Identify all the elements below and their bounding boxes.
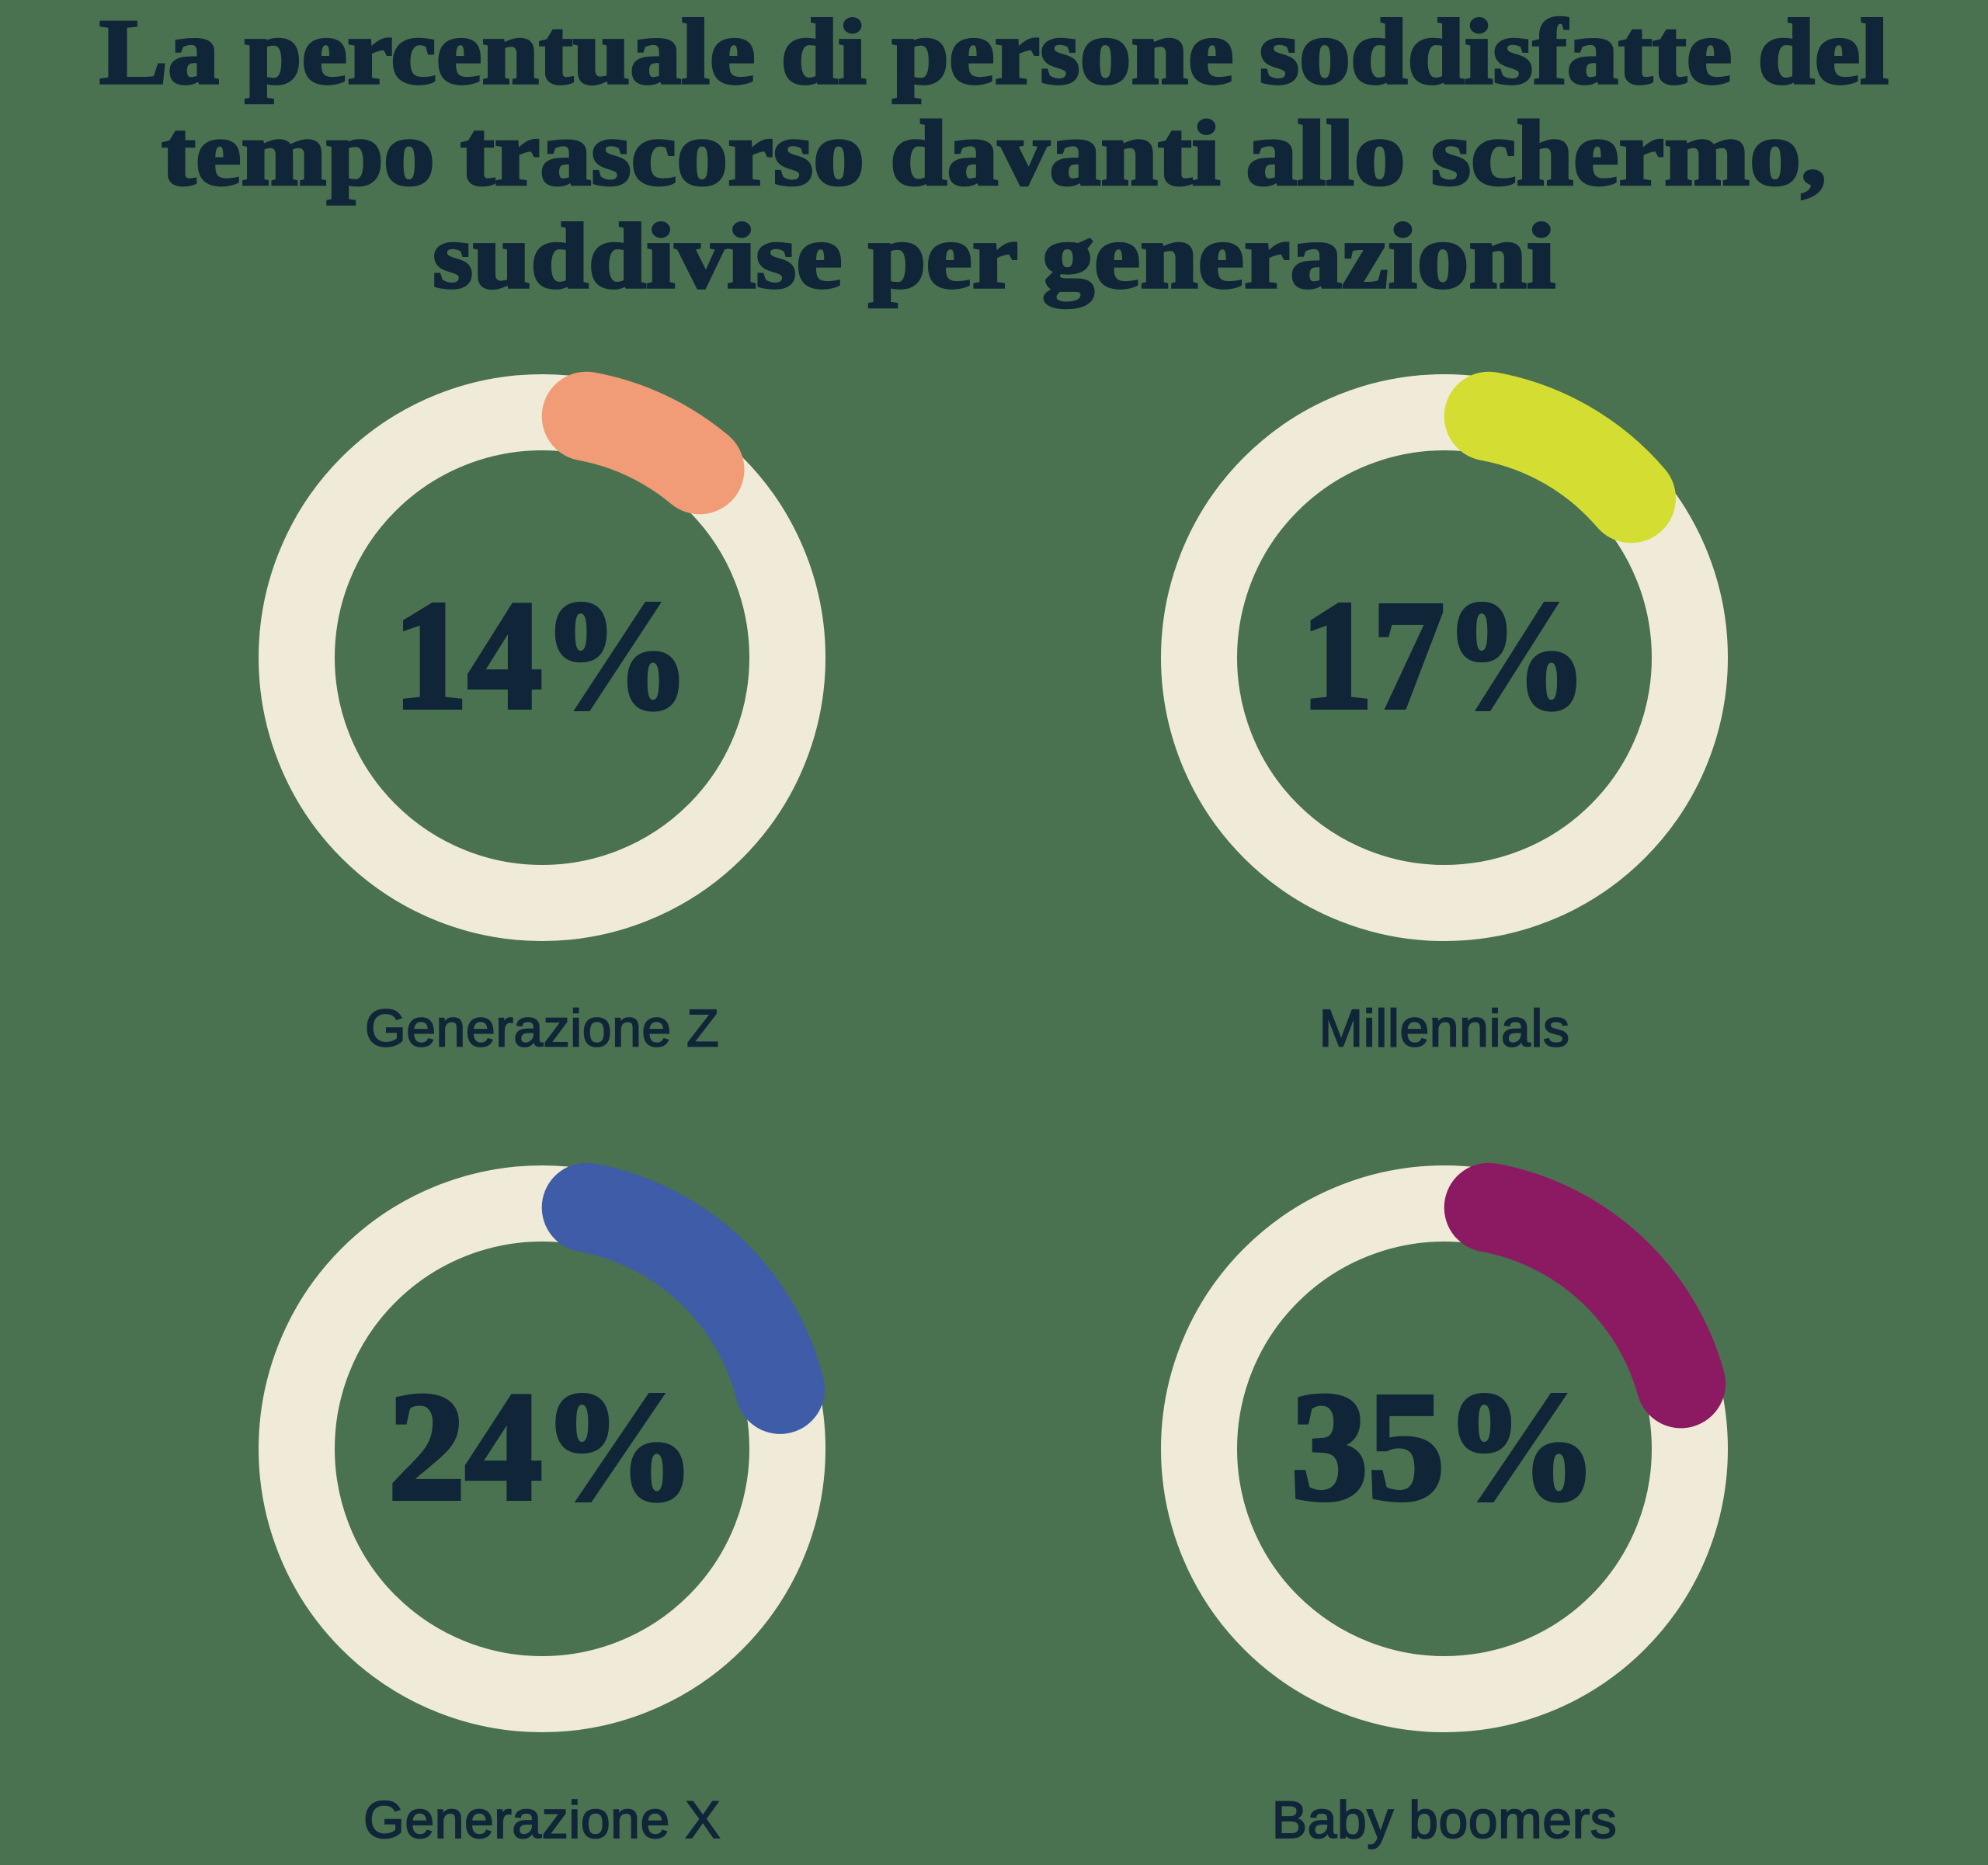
- svg-text:24%: 24%: [388, 1361, 696, 1533]
- svg-text:Millennials: Millennials: [1319, 999, 1570, 1058]
- svg-text:Baby boomers: Baby boomers: [1272, 1790, 1617, 1849]
- svg-text:tempo trascorso davanti allo s: tempo trascorso davanti allo schermo,: [162, 102, 1826, 205]
- svg-text:35%: 35%: [1291, 1361, 1598, 1533]
- svg-text:La percentuale di persone sodd: La percentuale di persone soddisfatte de…: [99, 0, 1889, 103]
- svg-text:14%: 14%: [394, 570, 691, 741]
- svg-text:Generazione Z: Generazione Z: [365, 999, 719, 1058]
- svg-text:17%: 17%: [1302, 570, 1588, 741]
- svg-text:suddivise per generazioni: suddivise per generazioni: [433, 204, 1555, 308]
- svg-text:Generazione X: Generazione X: [363, 1790, 721, 1849]
